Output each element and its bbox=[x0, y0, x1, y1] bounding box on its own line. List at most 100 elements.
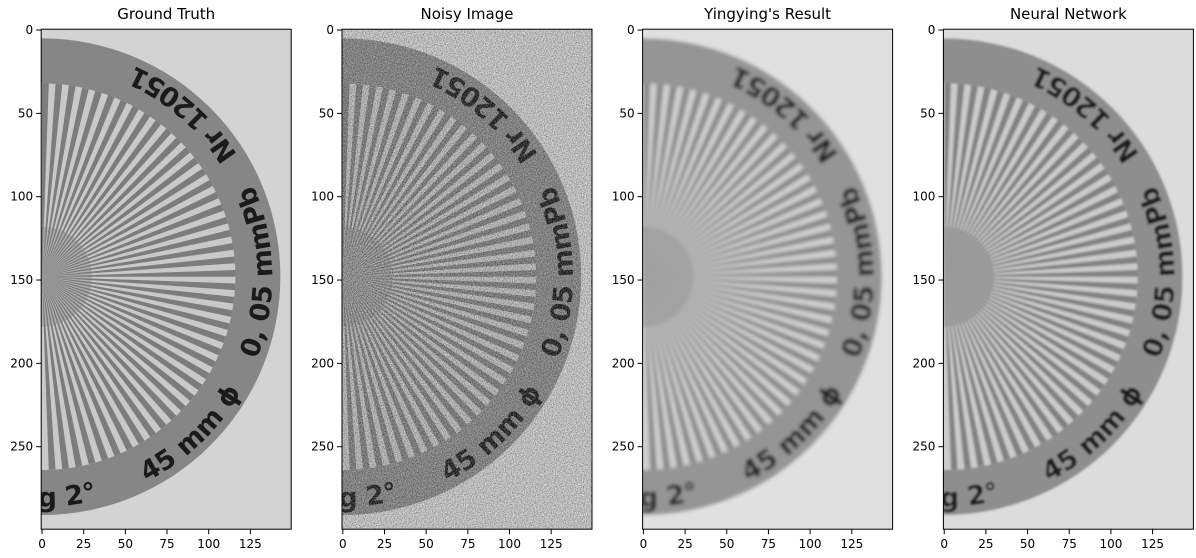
ring-label: g 2° bbox=[639, 477, 701, 514]
spoke bbox=[42, 105, 139, 277]
spoke bbox=[42, 243, 234, 277]
spoke bbox=[42, 276, 156, 437]
center-blur bbox=[642, 226, 694, 327]
spoke bbox=[42, 276, 186, 412]
spoke bbox=[42, 112, 151, 277]
axes-title: Neural Network bbox=[1010, 5, 1127, 23]
y-tick-label: 200 bbox=[10, 356, 33, 370]
spoke bbox=[42, 157, 199, 277]
spoke bbox=[42, 276, 167, 430]
x-tick-label: 100 bbox=[197, 537, 220, 551]
x-tick-label: 0 bbox=[38, 537, 46, 551]
ring-label-text: g 2° bbox=[643, 477, 701, 514]
spoke bbox=[42, 180, 213, 277]
ring-label-text: g 2° bbox=[41, 477, 99, 514]
spoke bbox=[42, 256, 235, 277]
y-tick-label: 150 bbox=[912, 273, 935, 287]
axes-title: Yingying's Result bbox=[703, 5, 831, 23]
x-tick-label: 125 bbox=[840, 537, 863, 551]
y-tick-label: 150 bbox=[311, 273, 334, 287]
y-tick-label: 100 bbox=[10, 190, 33, 204]
spoke bbox=[42, 276, 216, 368]
x-tick-label: 125 bbox=[239, 537, 262, 551]
y-tick-label: 100 bbox=[311, 190, 334, 204]
y-tick-label: 0 bbox=[928, 23, 936, 37]
spoke bbox=[42, 276, 145, 445]
x-tick-label: 75 bbox=[761, 537, 776, 551]
y-tick-label: 200 bbox=[612, 356, 635, 370]
y-tick-label: 150 bbox=[612, 273, 635, 287]
spoke bbox=[42, 168, 206, 277]
y-tick-label: 200 bbox=[912, 356, 935, 370]
spoke bbox=[42, 100, 127, 277]
x-tick-label: 50 bbox=[419, 537, 434, 551]
spoke bbox=[42, 120, 162, 277]
y-tick-label: 200 bbox=[311, 356, 334, 370]
spoke bbox=[42, 269, 236, 277]
spoke bbox=[42, 85, 76, 277]
y-tick-label: 150 bbox=[10, 273, 33, 287]
spoke bbox=[42, 276, 83, 468]
y-tick-label: 0 bbox=[326, 23, 334, 37]
spoke bbox=[42, 191, 219, 277]
spoke bbox=[42, 147, 191, 277]
x-tick-label: 125 bbox=[1141, 537, 1164, 551]
spoke bbox=[42, 87, 89, 277]
axes-frame bbox=[942, 28, 1194, 530]
y-tick-label: 250 bbox=[10, 440, 33, 454]
spoke bbox=[42, 276, 226, 343]
spoke bbox=[42, 276, 133, 451]
axes-title: Noisy Image bbox=[420, 5, 513, 23]
axes-frame bbox=[341, 28, 593, 530]
x-tick-label: 25 bbox=[76, 537, 91, 551]
x-tick-label: 0 bbox=[339, 537, 347, 551]
spoke bbox=[42, 276, 56, 470]
y-tick-label: 50 bbox=[619, 106, 634, 120]
y-tick-label: 250 bbox=[912, 440, 935, 454]
x-tick-label: 100 bbox=[498, 537, 521, 551]
x-tick-label: 50 bbox=[118, 537, 133, 551]
spoke bbox=[42, 229, 232, 277]
spoke bbox=[42, 128, 172, 277]
spoke bbox=[42, 216, 228, 277]
y-tick-label: 50 bbox=[319, 106, 334, 120]
spoke bbox=[42, 90, 102, 277]
y-tick-label: 0 bbox=[26, 23, 34, 37]
x-tick-label: 25 bbox=[677, 537, 692, 551]
y-tick-label: 0 bbox=[627, 23, 635, 37]
y-tick-label: 50 bbox=[920, 106, 935, 120]
x-tick-label: 100 bbox=[1099, 537, 1122, 551]
axes-frame bbox=[40, 28, 292, 530]
ring-label: g 2° bbox=[37, 477, 99, 514]
y-tick-label: 100 bbox=[612, 190, 635, 204]
spoke bbox=[42, 276, 210, 380]
axes-title: Ground Truth bbox=[117, 5, 215, 23]
ring-label-text: g 2° bbox=[943, 477, 1001, 514]
x-tick-label: 25 bbox=[978, 537, 993, 551]
spoke bbox=[42, 276, 177, 421]
spoke bbox=[42, 276, 230, 330]
spoke bbox=[42, 276, 96, 465]
spoke bbox=[42, 276, 69, 469]
x-tick-label: 25 bbox=[377, 537, 392, 551]
spoke bbox=[42, 276, 121, 456]
ring-label: g 2° bbox=[940, 477, 1002, 514]
spoke bbox=[42, 276, 235, 304]
x-tick-label: 75 bbox=[1062, 537, 1077, 551]
center-blur bbox=[943, 226, 995, 327]
spoke bbox=[42, 83, 63, 277]
spoke bbox=[42, 276, 195, 401]
x-tick-label: 0 bbox=[640, 537, 648, 551]
x-tick-label: 0 bbox=[940, 537, 948, 551]
